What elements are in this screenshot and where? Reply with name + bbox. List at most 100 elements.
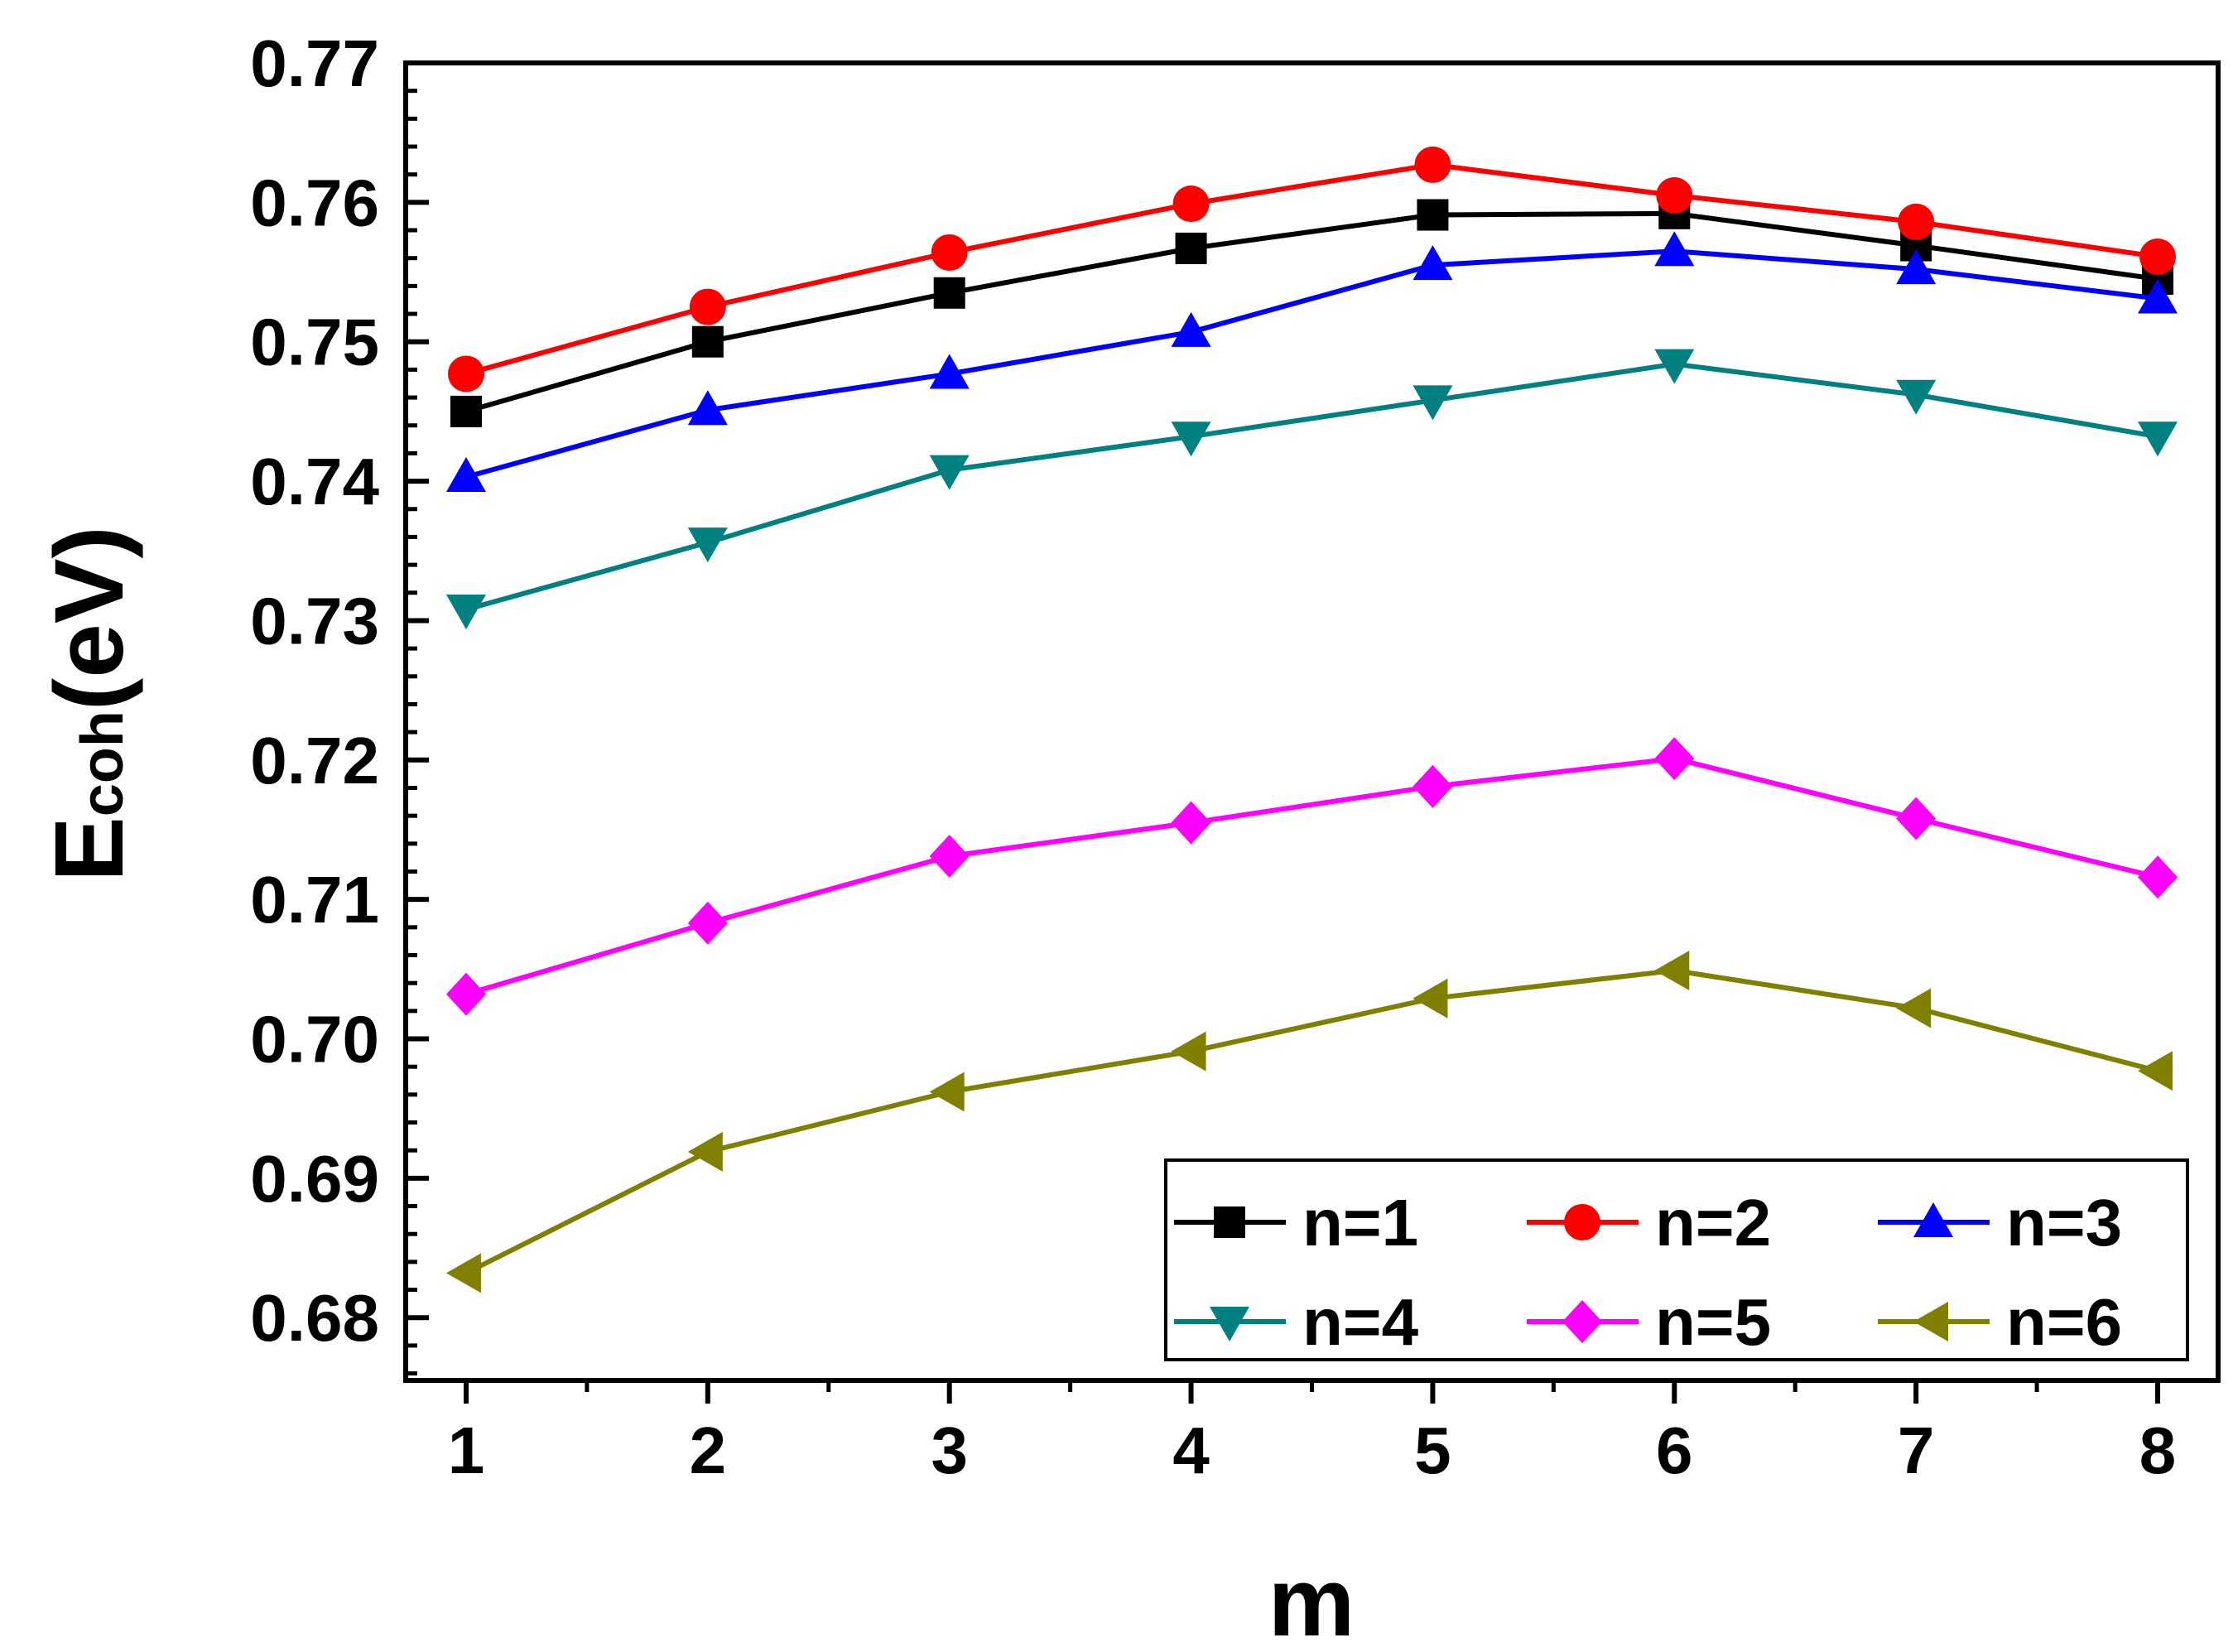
x-tick-label: 2	[690, 1414, 727, 1487]
legend-marker	[1562, 1300, 1602, 1343]
y-tick-label: 0.77	[250, 26, 379, 100]
y-tick-label: 0.73	[250, 584, 379, 657]
data-point	[450, 395, 482, 427]
data-point	[1417, 199, 1449, 231]
svg-text:Ecoh(eV): Ecoh(eV)	[35, 526, 144, 882]
series-line	[464, 967, 2158, 1276]
data-point	[1896, 379, 1937, 415]
data-point	[1172, 185, 1210, 223]
data-point	[687, 390, 728, 426]
data-point	[1412, 385, 1453, 421]
data-point	[687, 1131, 723, 1172]
y-tick-label: 0.72	[250, 724, 379, 797]
y-axis: 0.68 0.69 0.70 0.71 0.72 0.73 0.74 0.75 0.76 0.77	[250, 26, 429, 1376]
x-axis-title: m	[1268, 1548, 1355, 1652]
y-axis-title-unit: (eV)	[35, 526, 144, 710]
y-tick-label: 0.68	[250, 1281, 379, 1355]
legend-label: n=6	[2006, 1285, 2122, 1359]
data-point	[1175, 232, 1207, 264]
legend-label: n=3	[2006, 1186, 2122, 1259]
x-tick-label: 8	[2139, 1414, 2177, 1487]
series-n=2	[447, 146, 2177, 393]
data-point	[1171, 421, 1211, 457]
legend-marker	[1913, 1302, 1948, 1341]
data-point	[2138, 855, 2178, 899]
data-point	[1412, 245, 1453, 281]
x-tick-label: 7	[1898, 1414, 1935, 1487]
data-point	[1412, 764, 1453, 808]
series-line	[465, 161, 2158, 377]
data-point	[931, 234, 968, 271]
x-tick-label: 3	[931, 1414, 968, 1487]
y-tick-label: 0.74	[250, 445, 379, 518]
series-layer	[445, 146, 2178, 1293]
x-tick-label: 1	[448, 1414, 485, 1487]
data-point	[2138, 1051, 2173, 1091]
data-point	[1412, 978, 1448, 1019]
x-tick-label: 6	[1656, 1414, 1693, 1487]
legend-item: n=3	[1878, 1186, 2122, 1259]
series-n=6	[445, 951, 2173, 1293]
data-point	[929, 455, 970, 490]
data-point	[1654, 349, 1695, 384]
y-axis-title-sub: coh	[70, 710, 136, 816]
data-point	[2138, 278, 2178, 314]
data-point	[1896, 988, 1932, 1028]
data-point	[445, 594, 486, 629]
series-line	[465, 361, 2158, 612]
data-point	[445, 972, 486, 1016]
legend-label: n=5	[1655, 1285, 1771, 1359]
data-point	[689, 288, 726, 325]
data-point	[447, 355, 484, 393]
data-point	[929, 834, 970, 878]
data-point	[1896, 249, 1937, 285]
data-point	[1171, 311, 1211, 347]
data-point	[2139, 238, 2177, 276]
x-tick-label: 4	[1172, 1414, 1210, 1487]
y-axis-title: Ecoh(eV)	[35, 526, 144, 882]
y-axis-title-main: E	[35, 816, 144, 882]
legend-marker	[1214, 1206, 1245, 1238]
y-tick-label: 0.75	[250, 306, 379, 379]
data-point	[1654, 951, 1690, 991]
y-tick-label: 0.70	[250, 1003, 379, 1076]
data-point	[929, 1072, 965, 1112]
data-point	[1654, 737, 1695, 781]
data-point	[933, 277, 965, 309]
data-point	[691, 325, 724, 358]
data-point	[1896, 797, 1937, 840]
data-point	[1171, 801, 1211, 845]
data-point	[445, 457, 486, 493]
data-point	[687, 901, 728, 945]
series-line	[465, 210, 2158, 414]
data-point	[445, 1253, 481, 1293]
legend-box	[1164, 1158, 2189, 1361]
legend-item: n=6	[1878, 1285, 2122, 1359]
y-tick-label: 0.69	[250, 1142, 379, 1216]
legend-label: n=2	[1655, 1186, 1771, 1259]
legend-marker	[1564, 1204, 1600, 1240]
data-point	[1171, 1031, 1206, 1072]
x-axis: 1 2 3 4 5 6 7 8	[448, 1380, 2177, 1487]
legend-label: n=4	[1302, 1285, 1419, 1359]
legend-marker	[1210, 1307, 1249, 1341]
series-line	[465, 248, 2158, 479]
data-point	[2138, 421, 2178, 457]
legend: n=1 n=2 n=3 n=4 n=5 n=6	[1164, 1158, 2189, 1361]
series-n=3	[445, 231, 2178, 493]
data-point	[1654, 231, 1695, 267]
y-tick-label: 0.76	[250, 166, 379, 239]
data-point	[1656, 176, 1693, 214]
legend-marker	[1913, 1202, 1953, 1237]
data-point	[929, 354, 970, 389]
series-n=4	[445, 349, 2178, 629]
data-point	[687, 527, 728, 563]
legend-item: n=2	[1527, 1186, 1771, 1259]
series-n=5	[445, 737, 2178, 1016]
x-tick-label: 5	[1414, 1414, 1451, 1487]
data-point	[1414, 146, 1451, 183]
series-line	[465, 756, 2158, 997]
legend-items: n=1 n=2 n=3 n=4 n=5 n=6	[1174, 1186, 2122, 1359]
legend-item: n=5	[1527, 1285, 1771, 1359]
